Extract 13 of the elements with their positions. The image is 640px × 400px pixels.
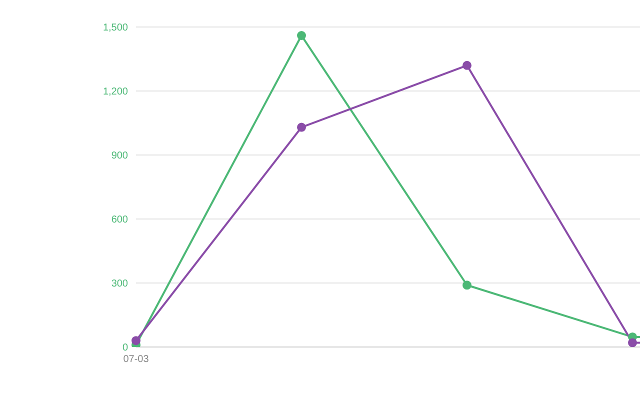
- y-tick-label: 1,500: [102, 22, 128, 34]
- point: [462, 280, 472, 290]
- y-tick-label: 1,200: [102, 86, 128, 98]
- y-tick-label: 900: [111, 150, 128, 162]
- point: [132, 336, 140, 346]
- y-tick-label: 600: [111, 214, 128, 226]
- x-tick-label: 07-03: [123, 354, 150, 366]
- point: [628, 338, 637, 347]
- y-tick-label: 0: [122, 342, 128, 354]
- point: [297, 122, 306, 132]
- y-tick-label: 300: [111, 278, 128, 290]
- point: [462, 60, 472, 70]
- point: [297, 31, 306, 40]
